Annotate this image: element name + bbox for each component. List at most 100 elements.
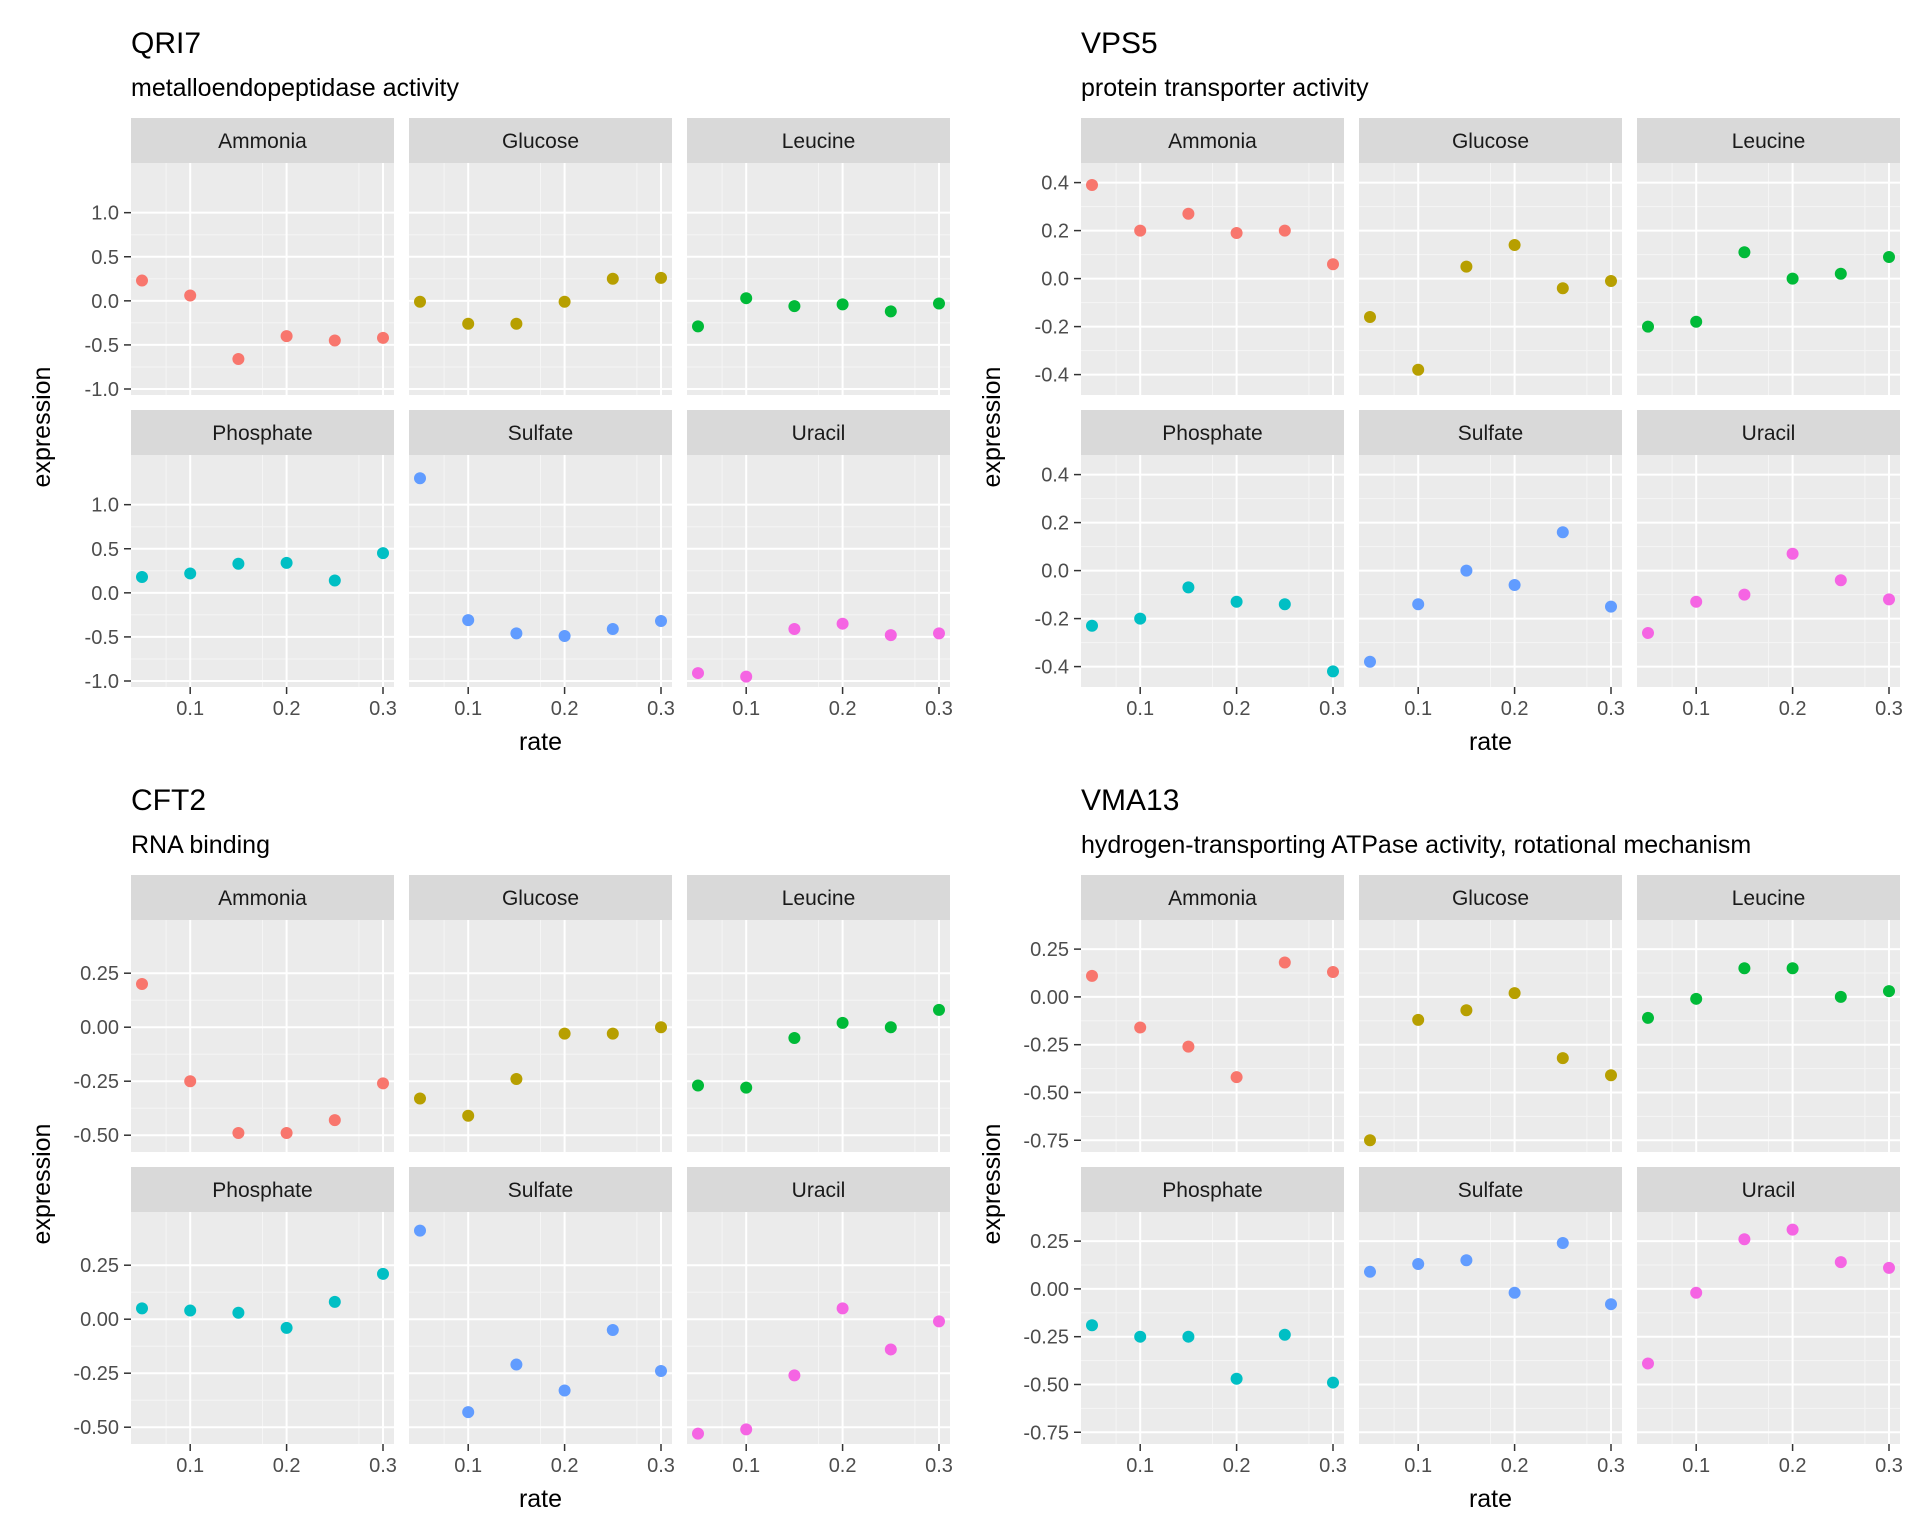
facet-strip-label: Glucose: [1452, 887, 1529, 910]
data-point: [1690, 992, 1703, 1005]
x-tick-label: 0.3: [1319, 1455, 1347, 1477]
x-tick-label: 0.2: [551, 1455, 579, 1477]
data-point: [1460, 1254, 1473, 1267]
chart-title: VMA13: [1081, 784, 1179, 817]
data-point: [462, 1109, 475, 1122]
data-point: [510, 1073, 523, 1086]
data-point: [836, 1016, 849, 1029]
data-point: [414, 1092, 426, 1105]
y-tick-label: 0.00: [1030, 1279, 1069, 1301]
facet-strip-label: Uracil: [1742, 422, 1796, 445]
y-tick-label: 0.25: [1030, 1231, 1069, 1253]
y-axis-title: expression: [28, 1124, 56, 1245]
chart-subtitle: protein transporter activity: [1081, 74, 1369, 102]
x-tick-label: 0.1: [176, 698, 204, 720]
x-tick-label: 0.2: [1223, 698, 1251, 720]
data-point: [740, 670, 753, 683]
facet-strip-label: Phosphate: [212, 422, 312, 445]
data-point: [510, 627, 523, 640]
facet-strip-label: Phosphate: [212, 1179, 312, 1202]
data-point: [1786, 547, 1799, 560]
x-tick-label: 0.3: [369, 1455, 397, 1477]
data-point: [933, 297, 945, 310]
data-point: [836, 298, 849, 311]
data-point: [1327, 966, 1339, 979]
data-point: [280, 330, 293, 343]
data-point: [280, 1321, 293, 1334]
chart-title: CFT2: [131, 784, 206, 817]
data-point: [328, 1114, 341, 1127]
x-axis-title: rate: [519, 728, 562, 756]
y-tick-label: -0.50: [1023, 1374, 1069, 1396]
facet-strip: [1081, 875, 1344, 920]
x-tick-label: 0.2: [1779, 698, 1807, 720]
data-point: [606, 622, 619, 635]
data-point: [232, 1306, 245, 1319]
data-point: [1738, 962, 1751, 975]
y-tick-label: 0.00: [80, 1309, 119, 1331]
x-axis-title: rate: [519, 1485, 562, 1513]
data-point: [1834, 267, 1847, 280]
facet-strip: [409, 118, 672, 163]
data-point: [655, 1021, 667, 1034]
x-tick-label: 0.3: [1875, 1455, 1903, 1477]
data-point: [1883, 251, 1895, 263]
data-point: [606, 272, 619, 285]
x-tick-label: 0.3: [369, 698, 397, 720]
y-tick-label: 0.00: [1030, 987, 1069, 1009]
data-point: [1738, 1233, 1751, 1246]
facet-strip: [131, 875, 394, 920]
y-tick-label: 0.5: [91, 247, 119, 269]
y-tick-label: 1.0: [91, 203, 119, 225]
facet-strip-label: Uracil: [1742, 1179, 1796, 1202]
facet-strip: [687, 118, 950, 163]
data-point: [1460, 260, 1473, 273]
data-point: [1690, 1286, 1703, 1299]
chart-block-cft2: CFT2 RNA binding -0.50 -0.25 0.00 0.25 Ammonia…: [28, 784, 953, 1513]
y-tick-label: -0.25: [73, 1363, 119, 1385]
data-point: [1364, 311, 1376, 323]
facet-strip: [1359, 410, 1622, 455]
data-point: [1690, 315, 1703, 328]
data-point: [1086, 179, 1098, 191]
x-tick-label: 0.2: [829, 1455, 857, 1477]
data-point: [1605, 600, 1617, 613]
data-point: [377, 1077, 389, 1090]
data-point: [1556, 282, 1569, 295]
chart-subtitle: metalloendopeptidase activity: [131, 74, 459, 102]
data-point: [1364, 1134, 1376, 1147]
x-axis-title: rate: [1469, 1485, 1512, 1513]
data-point: [1086, 619, 1098, 632]
data-point: [788, 1032, 801, 1044]
x-tick-label: 0.3: [647, 698, 675, 720]
data-point: [692, 1079, 704, 1092]
data-point: [1883, 985, 1895, 998]
data-point: [136, 274, 148, 287]
data-point: [510, 1358, 523, 1371]
y-tick-label: -0.75: [1023, 1422, 1069, 1444]
x-tick-label: 0.1: [1682, 698, 1710, 720]
facet-strip: [1359, 875, 1622, 920]
y-axis-title: expression: [28, 367, 56, 488]
y-tick-label: -0.25: [1023, 1035, 1069, 1057]
chart-block-qri7: QRI7 metalloendopeptidase activity -1.0 -0.…: [28, 27, 953, 756]
data-point: [1605, 275, 1617, 287]
data-point: [1786, 272, 1799, 285]
facet-strip: [1359, 118, 1622, 163]
data-point: [1508, 987, 1521, 1000]
data-point: [1738, 246, 1751, 259]
facet-strip: [1081, 1167, 1344, 1212]
data-point: [655, 615, 667, 628]
facet-strip: [409, 875, 672, 920]
facet-strip-label: Phosphate: [1162, 1179, 1262, 1202]
data-point: [1642, 1011, 1654, 1024]
y-tick-label: -1.0: [85, 671, 119, 693]
facet-strip-label: Leucine: [782, 130, 856, 153]
data-point: [1508, 239, 1521, 251]
facet-strip: [687, 410, 950, 455]
y-tick-label: -0.50: [73, 1417, 119, 1439]
x-tick-label: 0.3: [1875, 698, 1903, 720]
data-point: [788, 622, 801, 635]
x-tick-label: 0.1: [1126, 698, 1154, 720]
